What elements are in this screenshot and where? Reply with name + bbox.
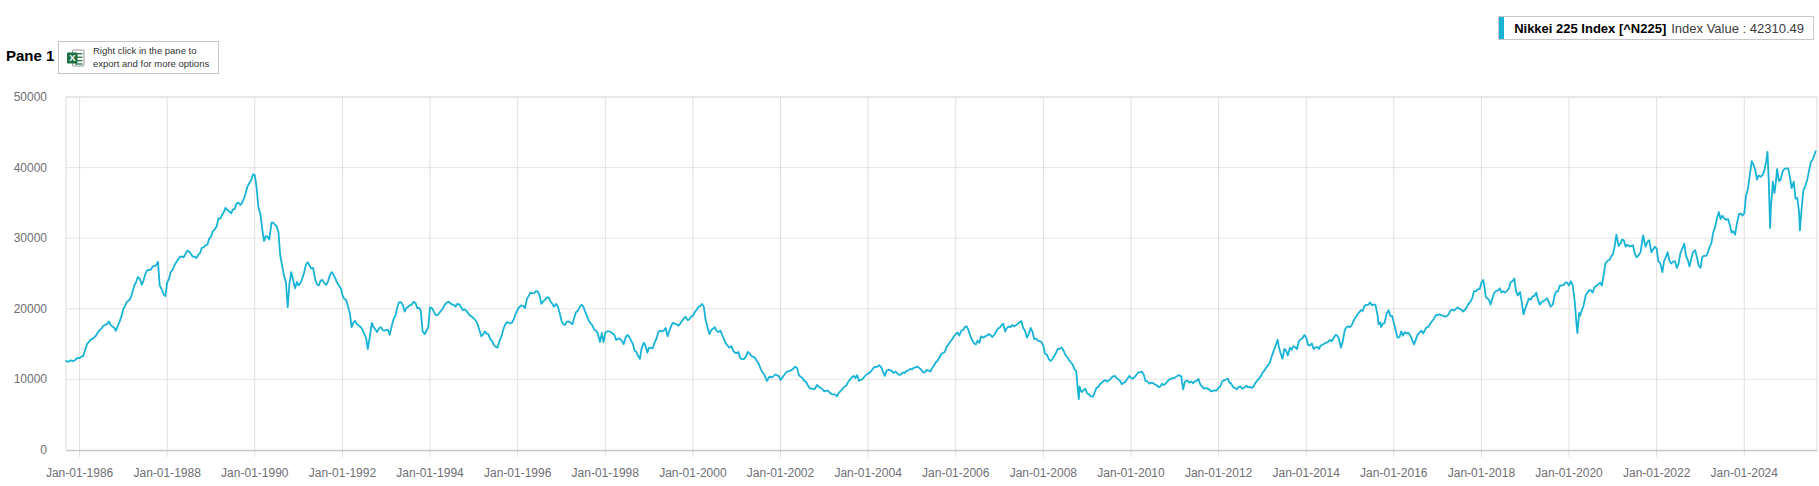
export-hint-text: Right click in the pane to export and fo… <box>93 45 209 70</box>
x-tick-label: Jan-01-2022 <box>1623 466 1691 480</box>
y-tick-label: 0 <box>40 443 47 457</box>
x-tick-label: Jan-01-1986 <box>46 466 114 480</box>
x-tick-label: Jan-01-2014 <box>1273 466 1341 480</box>
export-hint-box[interactable]: X Right click in the pane to export and … <box>58 41 219 74</box>
x-tick-label: Jan-01-2010 <box>1097 466 1165 480</box>
x-tick-label: Jan-01-2002 <box>747 466 815 480</box>
x-tick-label: Jan-01-2018 <box>1448 466 1516 480</box>
excel-export-icon: X <box>66 48 86 68</box>
price-line <box>66 151 1816 399</box>
x-tick-label: Jan-01-1994 <box>396 466 464 480</box>
x-tick-label: Jan-01-2024 <box>1711 466 1779 480</box>
x-tick-label: Jan-01-1996 <box>484 466 552 480</box>
price-chart-canvas[interactable]: 0 10000 20000 30000 40000 50000 Jan-01-1986 Jan… <box>0 0 1819 486</box>
y-tick-label: 30000 <box>14 231 48 245</box>
chart-pane: 0 10000 20000 30000 40000 50000 Jan-01-1986 Jan… <box>0 0 1819 486</box>
x-tick-label: Jan-01-1992 <box>309 466 377 480</box>
export-hint-line1: Right click in the pane to <box>93 45 209 57</box>
x-tick-label: Jan-01-1998 <box>572 466 640 480</box>
x-tick-label: Jan-01-1990 <box>221 466 289 480</box>
series-legend[interactable]: Nikkei 225 Index [^N225] Index Value : 4… <box>1498 16 1814 40</box>
x-tick-label: Jan-01-2012 <box>1185 466 1253 480</box>
series-index-value: Index Value : 42310.49 <box>1671 21 1804 36</box>
x-tick-label: Jan-01-2008 <box>1010 466 1078 480</box>
y-tick-label: 10000 <box>14 372 48 386</box>
series-name-label: Nikkei 225 Index [^N225] <box>1514 21 1666 36</box>
svg-text:X: X <box>69 52 76 63</box>
x-tick-label: Jan-01-2000 <box>659 466 727 480</box>
series-color-swatch <box>1499 17 1504 39</box>
export-hint-line2: export and for more options <box>93 58 209 70</box>
pane-title: Pane 1 <box>6 47 54 64</box>
y-tick-label: 50000 <box>14 90 48 104</box>
x-tick-label: Jan-01-2006 <box>922 466 990 480</box>
y-tick-label: 40000 <box>14 161 48 175</box>
x-tick-label: Jan-01-2016 <box>1360 466 1428 480</box>
x-tick-label: Jan-01-2020 <box>1535 466 1603 480</box>
x-tick-label: Jan-01-1988 <box>134 466 202 480</box>
x-tick-label: Jan-01-2004 <box>834 466 902 480</box>
y-tick-label: 20000 <box>14 302 48 316</box>
